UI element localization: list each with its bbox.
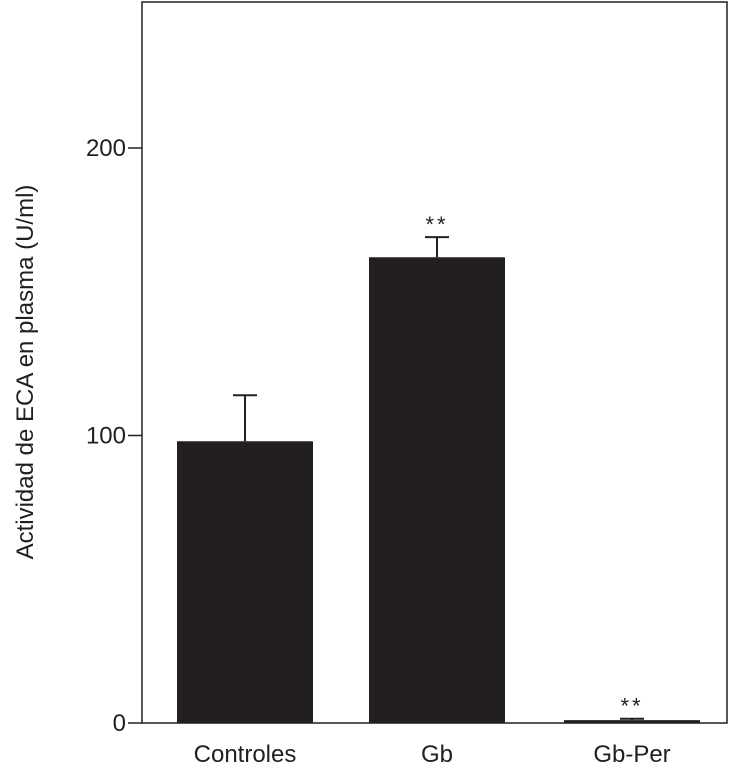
y-tick-label: 100 bbox=[86, 423, 126, 450]
bar-series: ** ** bbox=[177, 212, 700, 723]
significance-marker: ** bbox=[425, 212, 448, 237]
bar-gb-per bbox=[564, 720, 700, 723]
y-tick-label: 200 bbox=[86, 135, 126, 162]
y-axis-title: Actividad de ECA en plasma (U/ml) bbox=[12, 185, 39, 560]
x-tick-label: Controles bbox=[194, 741, 297, 768]
y-axis-ticks: 0 100 200 bbox=[86, 135, 142, 737]
y-tick-label: 0 bbox=[113, 710, 126, 737]
x-tick-label: Gb bbox=[421, 741, 453, 768]
x-axis-tick-labels: Controles Gb Gb-Per bbox=[194, 741, 671, 768]
x-tick-label: Gb-Per bbox=[593, 741, 670, 768]
bar-gb bbox=[369, 257, 505, 723]
bar-controles bbox=[177, 441, 313, 723]
significance-marker: ** bbox=[620, 694, 643, 719]
